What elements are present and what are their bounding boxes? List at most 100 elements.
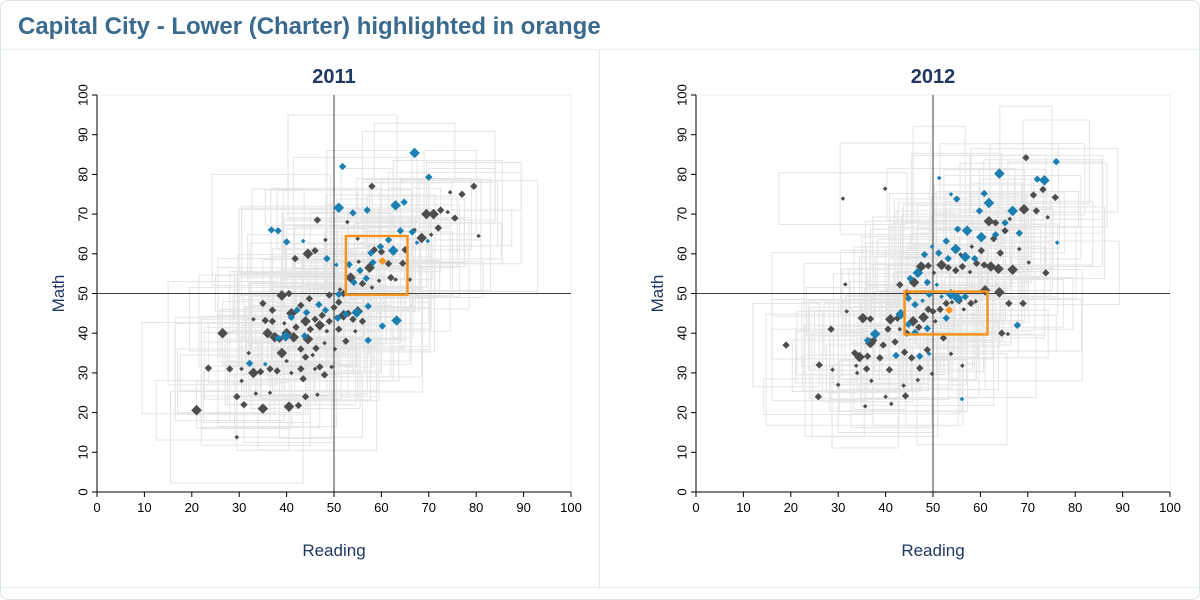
ci-box <box>959 162 1108 228</box>
data-point <box>1045 214 1051 220</box>
y-tick-label: 90 <box>674 127 689 141</box>
data-point <box>1007 216 1013 222</box>
x-tick-label: 50 <box>327 500 341 515</box>
data-point <box>355 236 360 242</box>
data-point <box>862 365 871 373</box>
y-tick-label: 40 <box>674 326 689 340</box>
data-point <box>1007 264 1018 275</box>
data-point <box>866 315 875 323</box>
ci-box <box>952 298 1082 352</box>
ci-box <box>233 373 363 438</box>
data-point <box>929 307 937 316</box>
data-point <box>293 306 301 314</box>
data-point <box>1026 260 1032 265</box>
data-point <box>863 336 872 345</box>
data-point <box>920 298 925 303</box>
data-point <box>300 315 311 327</box>
data-point <box>292 323 300 331</box>
data-point <box>267 390 273 396</box>
ci-box <box>141 321 276 415</box>
y-tick-label: 90 <box>75 127 90 141</box>
y-tick-label: 0 <box>75 488 90 495</box>
ci-box <box>839 142 931 235</box>
ci-box <box>369 218 465 268</box>
data-point <box>246 350 251 356</box>
data-point <box>985 261 997 272</box>
data-point <box>949 299 955 305</box>
x-axis-label: Reading <box>302 541 365 560</box>
x-tick-label: 70 <box>422 500 436 515</box>
highlight-box <box>903 290 989 336</box>
data-point <box>1042 269 1050 277</box>
data-point <box>857 312 869 324</box>
data-point <box>335 325 343 333</box>
x-tick-label: 20 <box>784 500 798 515</box>
ci-box <box>353 222 502 260</box>
data-point <box>934 249 943 257</box>
data-point <box>300 332 309 340</box>
data-point <box>253 391 259 396</box>
data-point <box>991 219 1000 227</box>
data-point <box>305 294 314 303</box>
ci-box <box>236 273 366 338</box>
ci-box <box>211 173 332 287</box>
data-point <box>815 361 823 369</box>
data-point <box>885 314 896 325</box>
data-point <box>983 197 995 209</box>
ci-box <box>970 148 1119 213</box>
y-tick-label: 30 <box>674 366 689 380</box>
data-point <box>920 250 929 259</box>
panel-title: 2012 <box>911 66 956 88</box>
data-point <box>918 312 929 323</box>
panel-2011: 0 10 20 30 40 50 60 70 80 90 100 0 10 20 30 40 50 60 70 80 9… <box>1 50 600 588</box>
data-point <box>276 347 288 359</box>
y-tick-label: 40 <box>75 326 90 340</box>
data-point <box>948 351 954 357</box>
data-point <box>969 244 975 249</box>
data-point <box>324 328 330 334</box>
data-point <box>377 248 386 256</box>
data-point <box>948 191 954 197</box>
data-point <box>996 249 1005 257</box>
y-tick-label: 10 <box>75 445 90 459</box>
data-point <box>854 370 860 376</box>
data-point <box>470 182 478 191</box>
data-point <box>362 274 370 283</box>
y-tick-label: 60 <box>75 247 90 261</box>
data-point <box>259 299 267 308</box>
x-tick-label: 70 <box>1021 500 1035 515</box>
data-point <box>425 173 433 181</box>
data-point <box>840 196 846 201</box>
data-point <box>835 382 841 388</box>
data-point <box>998 329 1006 337</box>
data-point <box>364 336 372 345</box>
data-point <box>908 277 920 288</box>
data-point <box>268 306 277 314</box>
data-point <box>936 305 944 314</box>
data-point <box>934 282 940 288</box>
highlighted-point <box>378 256 387 265</box>
y-tick-label: 80 <box>75 167 90 181</box>
data-point <box>322 340 327 346</box>
y-tick-label: 50 <box>75 286 90 300</box>
x-tick-label: 100 <box>1159 500 1181 515</box>
data-point <box>907 315 919 327</box>
data-point <box>924 262 932 270</box>
ci-box <box>874 335 985 373</box>
data-point <box>952 292 963 304</box>
data-point <box>926 351 932 357</box>
data-point <box>266 365 274 373</box>
data-point <box>353 328 358 334</box>
data-point <box>387 245 399 256</box>
data-point <box>936 259 947 271</box>
data-point <box>376 242 385 251</box>
data-point <box>447 189 453 195</box>
data-point <box>332 346 338 352</box>
y-tick-label: 70 <box>674 207 689 221</box>
data-point <box>814 393 822 401</box>
data-point <box>358 317 367 325</box>
data-point <box>284 358 289 364</box>
data-point <box>285 289 293 298</box>
data-point <box>301 393 310 401</box>
ci-box <box>232 294 381 331</box>
